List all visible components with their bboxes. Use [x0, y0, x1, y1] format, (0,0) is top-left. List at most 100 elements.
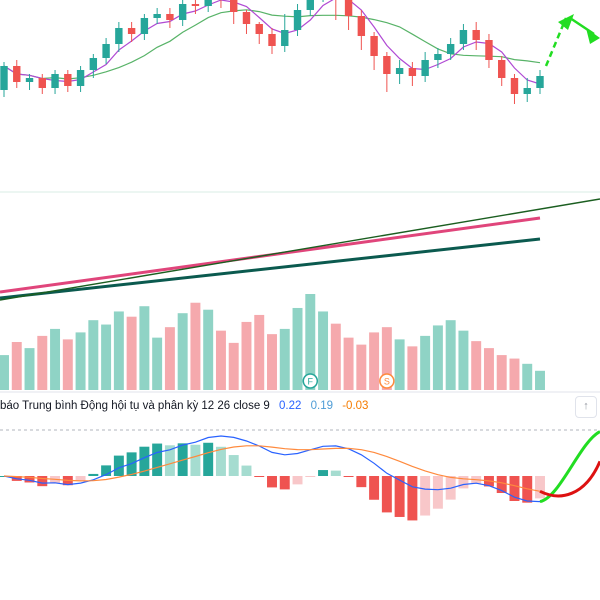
trendline — [0, 198, 600, 301]
candle-body — [472, 30, 480, 40]
volume-bar — [292, 307, 303, 390]
histogram-bar — [203, 442, 214, 476]
volume-bar — [75, 332, 86, 390]
macd-projection-line — [539, 430, 600, 504]
candle-body — [25, 78, 34, 82]
volume-bar — [0, 355, 9, 390]
candle-body — [51, 74, 59, 88]
histogram-bar — [407, 476, 418, 521]
histogram-bar — [305, 476, 316, 477]
volume-bar — [152, 337, 163, 390]
histogram-bar — [241, 465, 252, 476]
histogram-bar — [292, 476, 303, 485]
volume-bar — [330, 323, 341, 390]
candle-body — [536, 76, 544, 88]
candle-body — [178, 4, 187, 20]
histogram-bar — [535, 476, 545, 499]
signal-projection-line — [539, 460, 600, 498]
volume-bar — [37, 335, 48, 390]
histogram-bar — [279, 476, 290, 490]
candle-body — [459, 30, 468, 44]
volume-bar — [267, 334, 277, 390]
volume-bar — [101, 324, 112, 390]
indicator-legend[interactable]: báo Trung bình Động hội tụ và phân kỳ 12… — [0, 398, 368, 414]
histogram-bar — [330, 470, 341, 476]
candle-body — [13, 66, 21, 82]
histogram-bar — [190, 444, 201, 476]
volume-bar — [509, 358, 520, 390]
candle-body — [421, 60, 429, 76]
volume-bar — [203, 309, 214, 390]
candle-body — [115, 28, 123, 44]
histogram-bar — [509, 476, 520, 501]
candle-body — [140, 18, 149, 34]
candle-body — [434, 54, 442, 60]
histogram-bar — [113, 455, 124, 476]
signal-line — [3, 445, 541, 492]
candle-body — [242, 12, 251, 24]
histogram-bar — [228, 455, 239, 476]
candle-body — [153, 14, 161, 18]
candle-body — [485, 40, 493, 60]
volume-bar — [356, 344, 367, 390]
candle-body — [76, 70, 85, 86]
histogram-bar — [139, 446, 150, 476]
histogram-bar — [369, 476, 380, 500]
histogram-bar — [152, 443, 163, 476]
marker-label: F — [308, 377, 314, 387]
candle-body — [0, 66, 8, 90]
histogram-bar — [432, 476, 443, 509]
volume-bar — [305, 294, 316, 390]
candle-body — [127, 28, 136, 34]
volume-bar — [190, 302, 201, 390]
projection-up-line — [544, 17, 568, 67]
volume-bars — [0, 294, 545, 390]
candle-body — [523, 88, 531, 94]
volume-bar — [139, 306, 150, 390]
marker-s-icon — [379, 373, 395, 389]
volume-bar — [420, 335, 431, 390]
volume-bar — [279, 328, 290, 390]
histogram-bar — [381, 476, 392, 513]
price-projection-arrows — [544, 14, 600, 67]
signal-value: 0.19 — [310, 400, 334, 412]
volume-bar — [62, 339, 73, 390]
volume-bar — [11, 342, 22, 390]
histogram-bar — [215, 446, 226, 476]
candle-body — [446, 44, 455, 54]
volume-bar — [318, 311, 329, 390]
volume-bar — [113, 311, 124, 390]
candle-body — [102, 44, 110, 58]
volume-bar — [254, 314, 265, 390]
candle-body — [191, 4, 200, 6]
volume-bar — [394, 339, 405, 390]
volume-bar — [432, 325, 443, 390]
volume-bar — [177, 313, 188, 390]
volume-bar — [407, 346, 418, 390]
histogram-bar — [356, 476, 367, 488]
candle-body — [370, 36, 378, 56]
arrow-up-icon[interactable]: ↑ — [575, 396, 597, 418]
candle-body — [38, 78, 46, 88]
marker-label: S — [384, 377, 390, 387]
histogram-bar — [24, 476, 35, 483]
moving-average-lines — [0, 0, 600, 301]
candle-body — [395, 68, 404, 74]
macd-line — [3, 435, 541, 503]
candle-body — [344, 0, 353, 16]
histogram-bar — [394, 476, 405, 517]
candlesticks — [0, 0, 544, 104]
histogram-bar — [318, 470, 329, 476]
macd-value: 0.22 — [279, 400, 302, 412]
grid-lines — [0, 191, 600, 431]
histogram-bar — [458, 476, 469, 489]
marker-f-icon — [302, 373, 319, 389]
volume-bar — [471, 341, 482, 390]
histogram-bar — [267, 476, 277, 488]
candle-body — [89, 58, 98, 70]
candle-body — [166, 14, 174, 20]
histogram-bar — [75, 476, 86, 481]
volume-bar — [164, 327, 175, 390]
